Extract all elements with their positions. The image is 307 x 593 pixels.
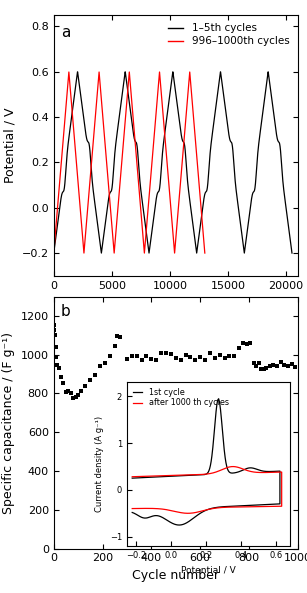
Point [212,354,217,364]
Point [52,320,57,330]
Point [115,331,120,340]
Point [64,388,68,397]
Point [52,326,56,335]
Point [88,375,93,385]
Point [125,354,130,364]
Point [159,348,164,358]
Point [188,352,193,362]
Point [232,352,237,361]
Y-axis label: Specific capacitance / (F g⁻¹): Specific capacitance / (F g⁻¹) [2,331,15,514]
X-axis label: Time / s: Time / s [151,296,200,309]
Point [293,362,298,372]
Point [59,372,64,382]
Point [222,353,227,363]
Point [107,351,112,361]
Point [217,350,222,360]
Point [169,349,173,359]
Point [267,361,272,371]
Text: a: a [61,25,70,40]
Point [289,359,294,369]
Point [254,361,259,370]
Point [244,340,249,349]
Point [271,361,276,370]
Point [282,361,287,370]
Point [208,349,212,358]
Point [274,361,279,371]
Point [112,341,117,350]
Point [144,351,149,361]
Point [71,393,76,403]
Point [227,352,232,361]
Point [139,355,144,365]
Point [83,381,88,390]
Point [52,326,57,335]
Point [178,355,183,365]
Point [53,342,58,352]
Point [134,351,139,361]
Point [78,386,83,396]
Y-axis label: Potential / V: Potential / V [3,107,16,183]
Point [183,350,188,360]
Text: b: b [61,304,71,319]
X-axis label: Cycle number: Cycle number [132,569,219,582]
Point [56,364,61,373]
Point [73,393,78,402]
Point [61,378,66,387]
Point [52,330,57,339]
Point [68,388,73,398]
Point [117,333,122,342]
Point [286,361,290,371]
Point [98,361,103,371]
Point [54,352,59,361]
Point [103,358,107,367]
Legend: 1–5th cycles, 996–1000th cycles: 1–5th cycles, 996–1000th cycles [165,20,293,49]
Point [278,357,283,366]
Point [256,358,261,368]
Point [129,352,134,361]
Point [237,343,242,352]
Point [154,355,159,365]
Point [66,386,71,396]
Point [264,363,269,372]
Point [193,355,198,364]
Point [164,348,169,358]
Point [259,365,264,374]
Point [149,355,154,364]
Point [261,364,266,374]
Point [76,391,80,400]
Point [173,353,178,363]
Point [55,360,60,369]
Point [198,352,203,361]
Point [93,371,98,380]
Point [248,339,253,348]
Point [203,355,208,365]
Point [240,339,245,348]
Point [251,359,256,368]
